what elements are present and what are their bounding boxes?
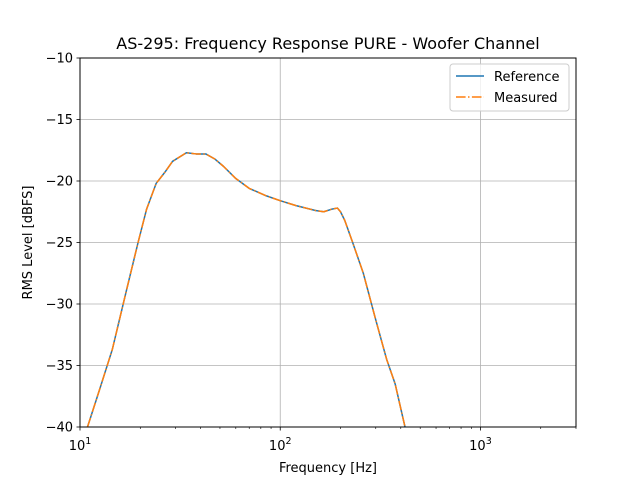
legend-label-measured: Measured (494, 91, 558, 106)
x-tick-label: 102 (269, 436, 292, 454)
x-tick-label: 101 (69, 436, 92, 454)
x-tick-label: 103 (469, 436, 492, 454)
y-tick-label: −25 (46, 236, 73, 251)
y-tick-label: −15 (46, 113, 73, 128)
y-tick-label: −30 (46, 298, 73, 313)
chart-title: AS-295: Frequency Response PURE - Woofer… (116, 34, 539, 53)
y-tick-label: −20 (46, 175, 73, 190)
legend-label-reference: Reference (494, 70, 559, 85)
series-line-measured (86, 151, 406, 427)
x-axis-label: Frequency [Hz] (279, 461, 377, 476)
legend: Reference Measured (449, 63, 570, 112)
plot-lines (86, 151, 406, 427)
y-axis-label: RMS Level [dBFS] (21, 186, 36, 300)
y-tick-label: −35 (46, 359, 73, 374)
y-tick-label: −40 (46, 421, 73, 436)
y-tick-label: −10 (46, 52, 73, 67)
